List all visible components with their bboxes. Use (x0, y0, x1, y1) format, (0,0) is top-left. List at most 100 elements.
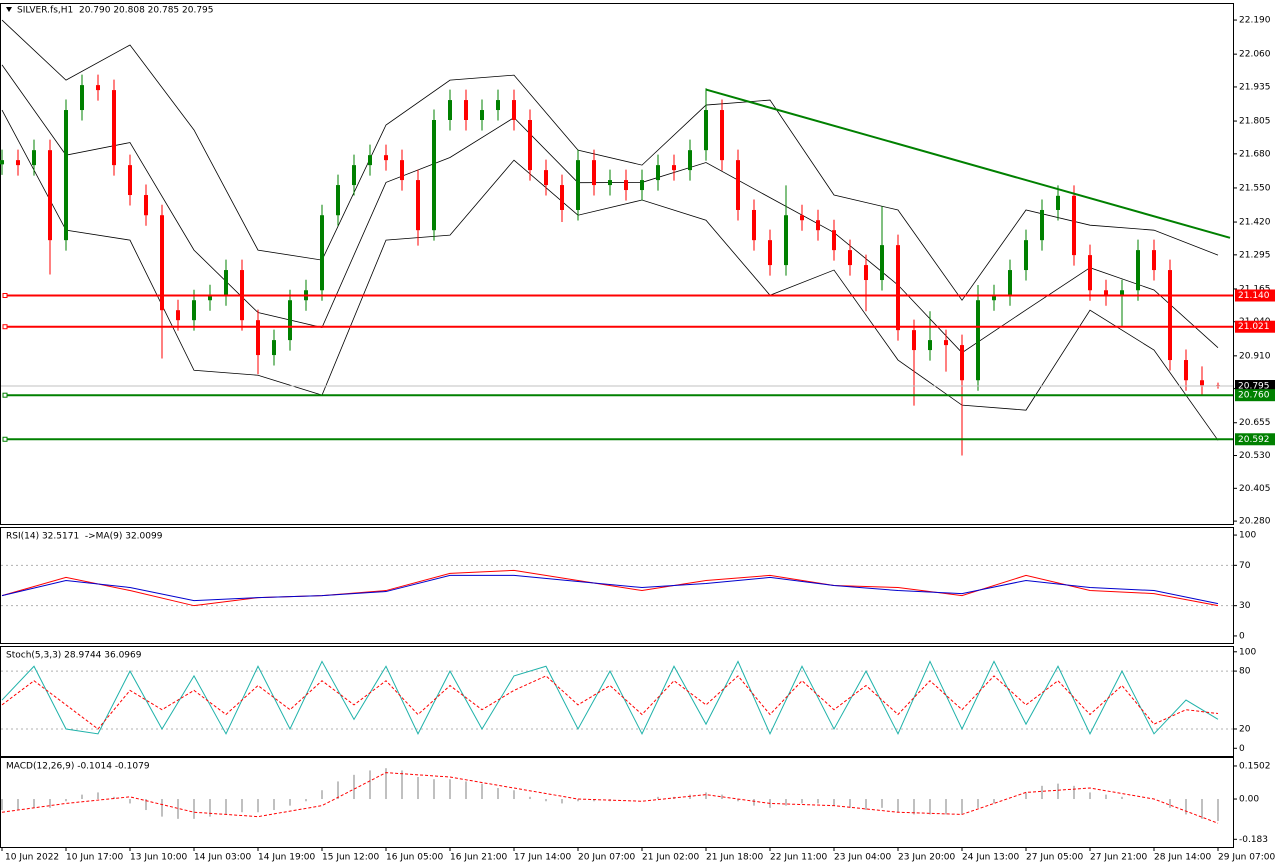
signal-line (1, 772, 1219, 824)
y-tick-label: 20.530 (1239, 451, 1271, 461)
candle-body (1008, 270, 1012, 296)
candle-body (192, 300, 196, 321)
x-tick-label: 10 Jun 2022 (5, 853, 59, 863)
y-tick-label: 21.680 (1239, 149, 1271, 159)
y-tick-label: 21.165 (1239, 284, 1271, 294)
candle-body (336, 185, 340, 216)
candle-body (880, 245, 884, 281)
candle-body (256, 320, 260, 356)
macd-pane (0, 757, 1234, 848)
level-handle (2, 293, 8, 299)
candle-body (1120, 290, 1124, 296)
candle-body (528, 120, 532, 171)
candle-body (272, 340, 276, 356)
candle-body (1136, 250, 1140, 291)
x-tick-label: 21 Jun 02:00 (642, 853, 699, 863)
candle-body (512, 100, 516, 121)
stoch-pane (0, 646, 1234, 757)
candle-body (896, 245, 900, 331)
main-pane (0, 3, 1234, 525)
candle-body (672, 165, 676, 171)
candle-body (992, 295, 996, 301)
candle-body (1072, 195, 1076, 256)
candle-body (848, 250, 852, 266)
y-tick-label: 0 (1239, 744, 1245, 754)
candle-body (352, 165, 356, 186)
bollinger-upper (1, 19, 1219, 301)
y-tick-label: 21.805 (1239, 117, 1271, 127)
candle-body (1104, 290, 1108, 296)
candle-body (720, 110, 724, 161)
y-tick-label: 22.060 (1239, 50, 1271, 60)
candle-body (96, 85, 100, 91)
candle-body (1056, 195, 1060, 210)
y-tick-label: 20 (1239, 724, 1251, 734)
y-tick-label: 30 (1239, 601, 1251, 611)
x-tick-label: 20 Jun 07:00 (578, 853, 635, 863)
candle-body (368, 155, 372, 166)
x-tick-label: 13 Jun 10:00 (130, 853, 187, 863)
candle-body (816, 220, 820, 231)
candle-body (288, 300, 292, 341)
candle-body (208, 295, 212, 301)
stoch-title: Stoch(5,3,3) 28.9744 36.0969 (6, 651, 142, 661)
candle-body (944, 340, 948, 346)
candle-body (576, 160, 580, 210)
x-tick-label: 27 Jun 21:00 (1090, 853, 1147, 863)
x-tick-label: 16 Jun 21:00 (450, 853, 507, 863)
candle-body (464, 100, 468, 121)
indicator-line (1, 574, 1219, 605)
candle-body (928, 340, 932, 351)
x-tick-label: 16 Jun 05:00 (386, 853, 443, 863)
x-tick-label: 17 Jun 14:00 (514, 853, 571, 863)
bollinger-lower (1, 109, 1219, 441)
candle-body (592, 160, 596, 186)
candle-body (1200, 380, 1204, 386)
x-tick-label: 10 Jun 17:00 (66, 853, 123, 863)
candle-body (416, 180, 420, 231)
rsi-pane (0, 527, 1234, 644)
candle-body (448, 100, 452, 121)
candle-body (80, 85, 84, 111)
candle-body (544, 170, 548, 186)
last-price-label: 20.795 (1238, 382, 1270, 392)
candle-body (688, 150, 692, 171)
candle-body (768, 240, 772, 266)
candle-body (832, 230, 836, 251)
y-tick-label: 100 (1239, 647, 1256, 657)
candle-body (160, 215, 164, 311)
candle-body (752, 209, 756, 241)
candle-body (1088, 255, 1092, 291)
y-tick-label: 20.405 (1239, 484, 1271, 494)
candle-body (736, 160, 740, 210)
candle-body (1040, 209, 1044, 241)
y-tick-label: 0 (1239, 631, 1245, 641)
x-tick-label: 21 Jun 18:00 (706, 853, 763, 863)
y-tick-label: 21.295 (1239, 250, 1271, 260)
level-handle (2, 392, 8, 398)
candle-body (656, 165, 660, 181)
x-tick-label: 29 Jun 07:00 (1218, 853, 1275, 863)
x-tick-label: 24 Jun 13:00 (962, 853, 1019, 863)
candle-body (144, 195, 148, 216)
y-tick-label: 21.550 (1239, 183, 1271, 193)
y-tick-label: 0.1502 (1239, 761, 1271, 771)
candle-body (400, 160, 404, 181)
y-tick-label: 100 (1239, 531, 1256, 541)
level-box (1235, 289, 1275, 302)
candle-body (48, 150, 52, 241)
last-price-box (1235, 380, 1275, 393)
candle-body (624, 180, 628, 191)
candle-body (960, 345, 964, 381)
candle-body (1024, 240, 1028, 271)
level-label: 20.760 (1238, 391, 1270, 401)
candle-body (976, 300, 980, 381)
candle-body (480, 110, 484, 121)
x-tick-label: 28 Jun 14:00 (1154, 853, 1211, 863)
candle-body (864, 265, 868, 281)
level-handle (2, 436, 8, 442)
candle-body (784, 215, 788, 266)
